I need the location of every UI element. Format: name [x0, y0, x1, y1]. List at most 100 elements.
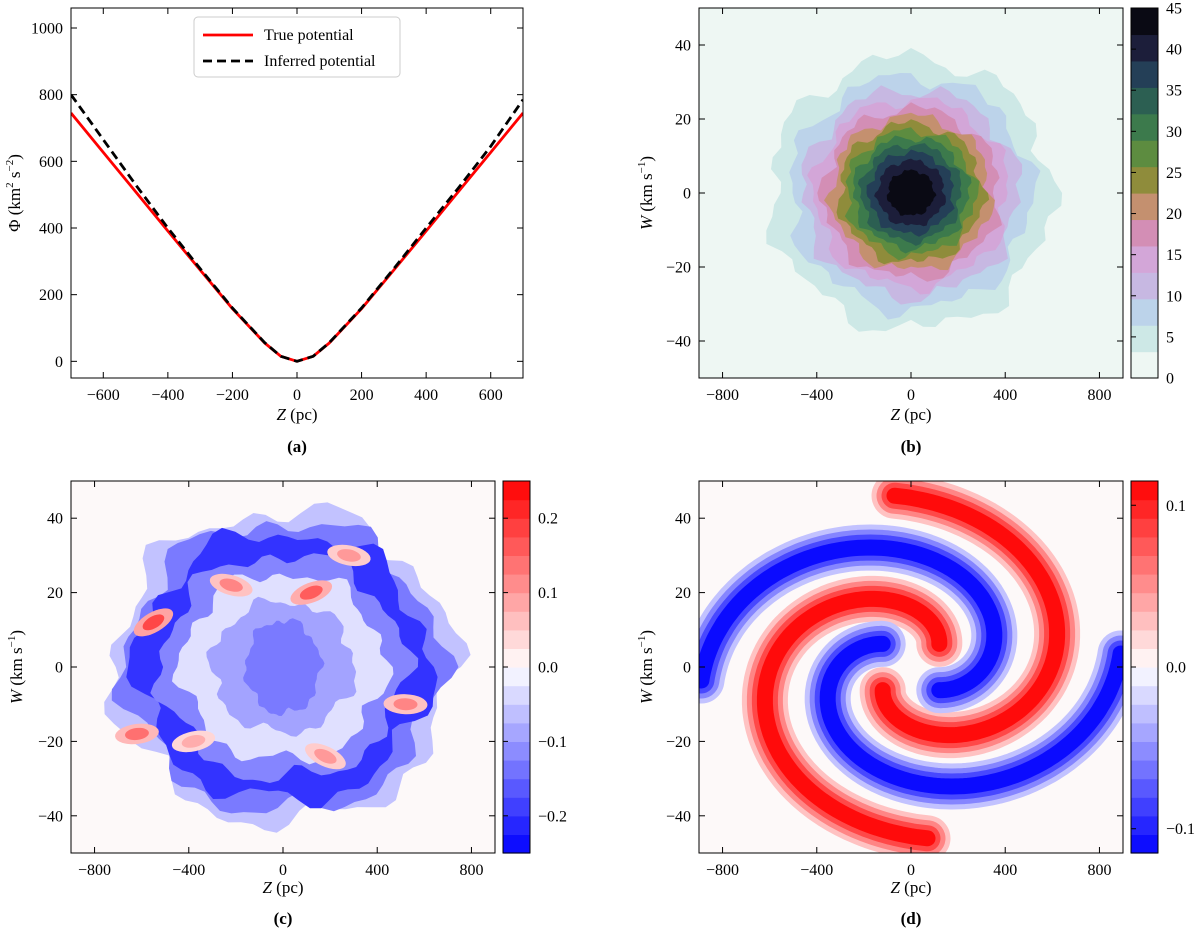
- panel-d-spiral-arms: [699, 481, 1123, 853]
- panel-c-ytick-label: 40: [47, 511, 63, 528]
- colorbar-b-tick-label: 35: [1166, 83, 1182, 100]
- colorbar-d-swatch: [1131, 592, 1158, 612]
- colorbar-d-swatch: [1131, 797, 1158, 817]
- colorbar-d-swatch: [1131, 685, 1158, 705]
- panel-d-y-unit: (km s: [637, 647, 656, 685]
- panel-a-xtick-label: 400: [414, 387, 438, 404]
- colorbar-d-tick-label: −0.1: [1166, 821, 1195, 838]
- panel-a-ytick-label: 0: [55, 354, 63, 371]
- panel-d-x-var: Z: [890, 878, 900, 897]
- colorbar-c-swatch: [503, 536, 530, 556]
- spiral-arm-negative: [699, 539, 1003, 699]
- colorbar-b-tick-label: 10: [1166, 288, 1182, 305]
- panel-c-xtick-label: 400: [365, 862, 389, 879]
- colorbar-d-swatch: [1131, 704, 1158, 724]
- colorbar-b-tick-label: 40: [1166, 42, 1182, 59]
- colorbar-b-tick-label: 20: [1166, 206, 1182, 223]
- panel-d-ytick-label: 40: [675, 511, 691, 528]
- panel-a-y-axis-label: Φ (km2 s−2): [4, 154, 24, 232]
- panel-c-ytick-label: −20: [38, 734, 63, 751]
- colorbar-b-swatch: [1131, 34, 1158, 62]
- colorbar-b-swatch: [1131, 113, 1158, 141]
- panel-b-ytick-label: 0: [683, 186, 691, 203]
- panel-a-xtick-label: −400: [151, 387, 184, 404]
- colorbar-c-tick-label: 0.0: [538, 660, 558, 677]
- panel-d-spiral-heatmap: −800 −400 0 400 800 −40 −20 0 20 40 −0.1 0.0 0.1 Z…: [636, 480, 1195, 928]
- panel-b-ytick-label: 40: [675, 38, 691, 55]
- colorbar-d-swatch: [1131, 648, 1158, 668]
- colorbar-b-swatch: [1131, 351, 1158, 379]
- colorbar-b-swatch: [1131, 272, 1158, 300]
- panel-a-legend: True potential Inferred potential: [193, 16, 401, 78]
- panel-d-colorbar: −0.1 0.0 0.1: [1130, 480, 1195, 854]
- panel-b-y-axis-label: W (km s−1): [636, 156, 656, 230]
- colorbar-d-swatch: [1131, 722, 1158, 742]
- panel-d-y-axis-label: W (km s−1): [636, 630, 656, 704]
- panel-c-ytick-label: 0: [55, 660, 63, 677]
- panel-a-ytick-label: 200: [39, 287, 63, 304]
- panel-c-xtick-label: −400: [172, 862, 205, 879]
- panel-c-xtick-label: 800: [459, 862, 483, 879]
- positive-patch: [219, 578, 243, 592]
- panel-b-density-heatmap: −800 −400 0 400 800 −40 −20 0 20 40 0 5 10 15 20 25 30…: [636, 1, 1182, 457]
- panel-d-ytick-label: 20: [675, 585, 691, 602]
- spiral-arm-positive: [756, 590, 948, 847]
- panel-b-x-unit: (pc): [904, 405, 931, 424]
- colorbar-b-swatch: [1131, 87, 1158, 115]
- colorbar-c-swatch: [503, 797, 530, 817]
- panel-d-xtick-label: 800: [1087, 862, 1111, 879]
- colorbar-b-swatch: [1131, 140, 1158, 168]
- panel-b-y-ticks: −40 −20 0 20 40: [666, 38, 1123, 351]
- panel-a-xtick-label: −200: [216, 387, 249, 404]
- colorbar-c-swatch: [503, 648, 530, 668]
- panel-b-x-ticks: −800 −400 0 400 800: [706, 8, 1111, 404]
- legend-true-potential-label: True potential: [264, 27, 354, 44]
- panel-b-y-sup: −1: [636, 162, 648, 174]
- panel-b-xtick-label: −400: [800, 387, 833, 404]
- colorbar-b-swatch: [1131, 219, 1158, 247]
- colorbar-b-tick-label: 25: [1166, 165, 1182, 182]
- colorbar-d-swatch: [1131, 536, 1158, 556]
- panel-b-caption: (b): [901, 437, 922, 456]
- colorbar-b-tick-label: 5: [1166, 329, 1174, 346]
- panel-c-ytick-label: 20: [47, 585, 63, 602]
- panel-b-y-var: W: [637, 214, 656, 230]
- spiral-arm-negative: [819, 635, 1123, 795]
- panel-c-x-unit: (pc): [276, 878, 303, 897]
- colorbar-d-tick-label: 0.1: [1166, 498, 1186, 515]
- colorbar-b-swatch: [1131, 245, 1158, 273]
- colorbar-d-swatch: [1131, 555, 1158, 575]
- panel-a-x-ticks: −600 −400 −200 0 200 400 600: [87, 8, 503, 404]
- colorbar-d-swatch: [1131, 481, 1158, 501]
- positive-patch: [314, 748, 337, 764]
- panel-c-x-axis-label: Z (pc): [262, 878, 303, 897]
- colorbar-b-swatch: [1131, 166, 1158, 194]
- positive-patch: [393, 698, 418, 711]
- panel-b-density-levels: [766, 48, 1063, 332]
- panel-a-y-end: ): [5, 154, 24, 160]
- panel-d-ytick-label: 0: [683, 660, 691, 677]
- panel-c-y-var: W: [7, 688, 26, 704]
- colorbar-c-swatch: [503, 518, 530, 538]
- colorbar-d-swatch: [1131, 815, 1158, 835]
- panel-b-ytick-label: −40: [666, 334, 691, 351]
- colorbar-b-tick-label: 45: [1166, 1, 1182, 18]
- panel-d-x-ticks: −800 −400 0 400 800: [706, 481, 1111, 879]
- panel-d-xtick-label: −400: [800, 862, 833, 879]
- density-level-13: [886, 169, 937, 216]
- panel-a-x-axis-label: Z (pc): [276, 405, 317, 424]
- colorbar-d-tick-label: 0.0: [1166, 660, 1186, 677]
- panel-c-y-ticks: −40 −20 0 20 40: [38, 511, 495, 825]
- panel-b-x-var: Z: [890, 405, 900, 424]
- colorbar-d-swatch: [1131, 574, 1158, 594]
- panel-a-xtick-label: 200: [350, 387, 374, 404]
- series-line-inferred-potential: [71, 93, 523, 363]
- panel-a-y-unit: (km: [5, 188, 24, 215]
- panel-a-line-chart: −600 −400 −200 0 200 400 600 0 200 400 600 800 1000…: [4, 7, 524, 456]
- panel-a-y-sup1: 2: [4, 182, 16, 188]
- colorbar-c-tick-label: 0.1: [538, 585, 558, 602]
- panel-c-x-ticks: −800 −400 0 400 800: [78, 481, 483, 879]
- panel-d-xtick-label: 0: [907, 862, 915, 879]
- colorbar-b-swatch: [1131, 60, 1158, 88]
- panel-c-y-end: ): [7, 630, 26, 636]
